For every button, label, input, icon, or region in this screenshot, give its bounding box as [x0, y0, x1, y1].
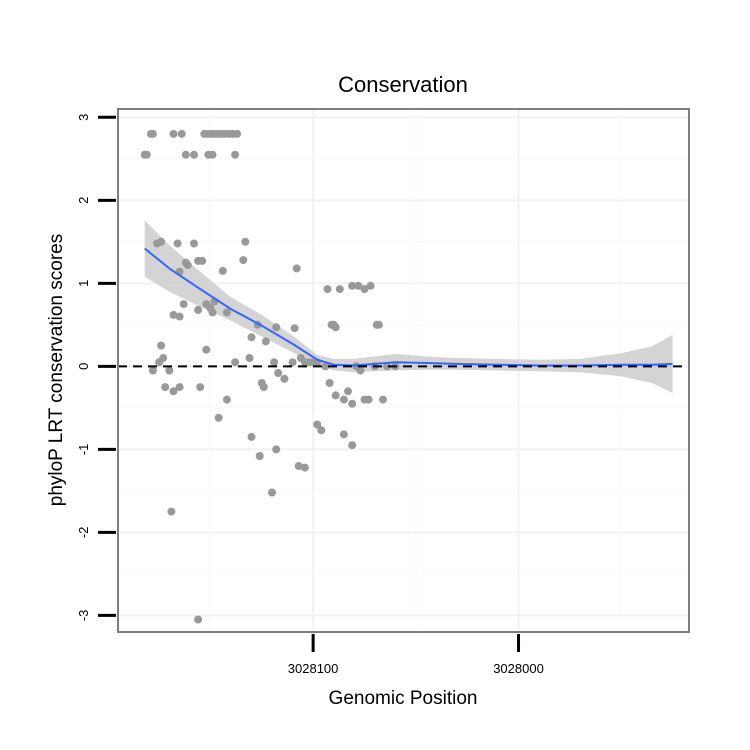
data-point-3: [148, 129, 157, 138]
data-point-45: [323, 285, 332, 294]
data-point-6: [181, 150, 190, 159]
smooth-line-layer: [144, 247, 673, 367]
x-tick-label-0: 3028100: [288, 661, 339, 676]
data-point-98: [272, 445, 281, 454]
data-point-31: [239, 256, 248, 265]
data-point-84: [339, 395, 348, 404]
data-point-49: [360, 285, 369, 294]
data-point-40: [169, 310, 178, 319]
data-point-66: [161, 383, 170, 392]
plot-frame: [117, 108, 690, 633]
y-tick-label-5: -2: [76, 527, 91, 539]
data-point-55: [374, 320, 383, 329]
data-point-76: [288, 358, 297, 367]
data-point-63: [165, 366, 174, 375]
grid-lines: [118, 109, 689, 632]
smooth-line: [144, 247, 673, 367]
data-point-33: [179, 300, 188, 309]
data-point-56: [157, 341, 166, 350]
y-axis-label: phyloP LRT conservation scores: [46, 234, 67, 507]
data-point-103: [317, 426, 326, 435]
data-point-47: [348, 281, 357, 290]
axes: 3 2 1 0 -1 -2 -3 3028100 3028000: [76, 114, 544, 676]
data-point-88: [356, 366, 365, 375]
data-point-39: [222, 308, 231, 317]
data-point-90: [364, 395, 373, 404]
y-tick-label-0: 3: [76, 114, 91, 121]
data-point-7: [190, 150, 198, 159]
data-point-101: [300, 463, 309, 472]
data-point-5: [177, 129, 186, 138]
data-point-30: [241, 237, 250, 246]
x-tick-label-1: 3028000: [493, 661, 544, 676]
data-point-48: [354, 281, 363, 290]
data-point-105: [348, 441, 357, 450]
data-point-29: [218, 266, 227, 275]
data-point-70: [245, 354, 254, 362]
data-point-25: [183, 261, 192, 270]
data-point-83: [325, 379, 334, 387]
y-tick-label-1: 2: [76, 197, 91, 204]
data-point-34: [194, 305, 203, 314]
data-point-86: [348, 399, 357, 408]
y-tick-label-4: -1: [76, 444, 91, 456]
data-point-61: [148, 366, 157, 375]
data-point-68: [222, 395, 231, 404]
x-axis-label: Genomic Position: [329, 688, 478, 709]
data-point-69: [231, 358, 240, 367]
data-point-74: [274, 369, 283, 377]
data-points: [140, 129, 400, 624]
data-point-64: [175, 383, 184, 392]
confidence-ribbon: [144, 220, 673, 393]
data-point-4: [169, 129, 178, 138]
data-point-93: [383, 362, 392, 371]
data-point-102: [313, 420, 322, 429]
data-point-58: [202, 345, 211, 354]
confidence-band: [144, 220, 673, 393]
y-tick-label-2: 1: [76, 280, 91, 287]
data-point-32: [292, 264, 301, 273]
data-point-60: [261, 337, 270, 346]
data-point-100: [294, 462, 303, 470]
data-point-104: [339, 430, 348, 439]
data-point-27: [198, 256, 207, 265]
plot-area: [117, 108, 690, 633]
data-point-59: [247, 333, 256, 342]
data-point-1: [142, 150, 151, 159]
data-point-106: [268, 488, 276, 497]
data-point-92: [379, 395, 387, 404]
data-point-16: [233, 129, 242, 138]
data-point-85: [344, 387, 352, 396]
data-point-82: [321, 362, 330, 371]
data-point-95: [331, 391, 340, 400]
data-point-41: [175, 312, 184, 321]
data-point-75: [280, 374, 289, 383]
data-point-53: [331, 323, 340, 332]
data-point-67: [196, 383, 205, 392]
data-point-73: [270, 358, 279, 367]
data-point-62: [155, 358, 164, 367]
data-point-97: [247, 432, 256, 441]
data-point-23: [190, 239, 198, 248]
data-point-43: [272, 323, 281, 332]
data-point-50: [366, 281, 375, 290]
y-tick-label-6: -3: [76, 610, 91, 622]
data-point-96: [214, 413, 223, 422]
data-point-38: [208, 308, 217, 317]
chart-title: Conservation: [338, 72, 468, 97]
data-point-19: [231, 150, 240, 159]
data-point-107: [167, 507, 176, 516]
data-point-108: [194, 615, 203, 624]
data-point-72: [259, 383, 268, 392]
data-point-46: [335, 285, 344, 294]
data-point-65: [169, 387, 178, 396]
data-point-22: [173, 239, 182, 248]
y-tick-label-3: 0: [76, 363, 91, 370]
data-point-44: [290, 324, 299, 333]
data-point-99: [255, 452, 264, 460]
data-point-18: [208, 150, 217, 159]
data-point-21: [157, 237, 166, 246]
